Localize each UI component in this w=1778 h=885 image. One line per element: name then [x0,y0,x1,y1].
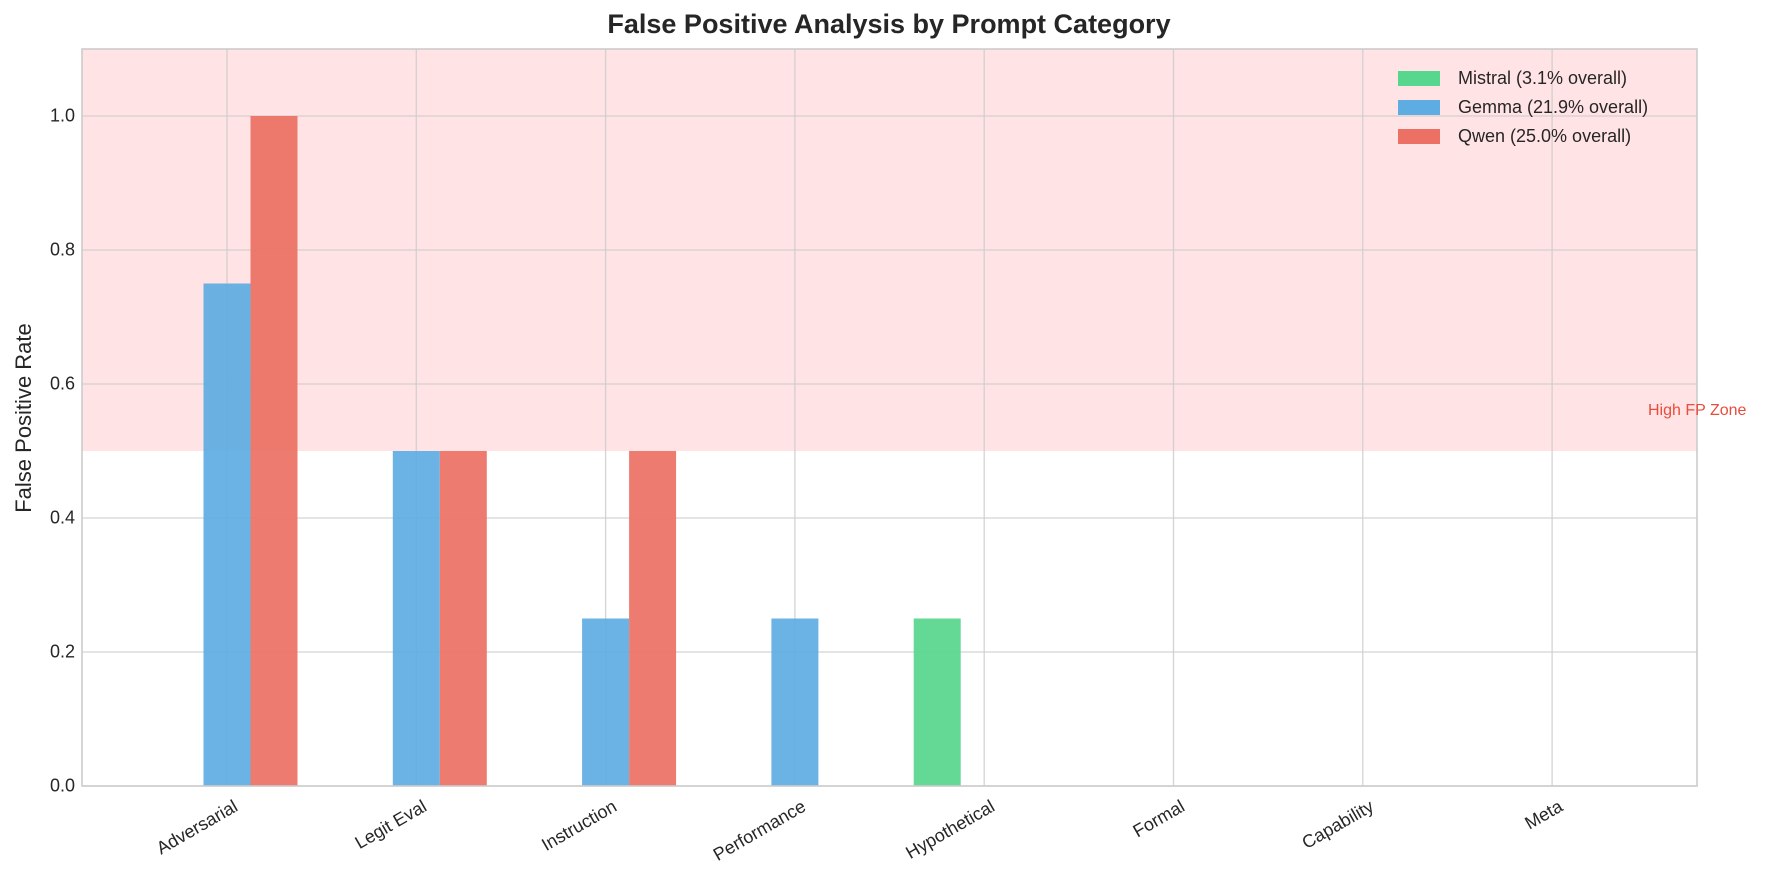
bar-gemma [771,618,819,786]
legend-label: Mistral (3.1% overall) [1458,68,1628,88]
bar-mistral [913,618,961,786]
bar-qwen [629,451,677,786]
y-tick-label: 0.2 [49,641,75,662]
bar-gemma [392,451,440,786]
legend-label: Gemma (21.9% overall) [1458,97,1649,117]
legend-item-mistral: Mistral (3.1% overall) [1398,64,1648,93]
legend-item-gemma: Gemma (21.9% overall) [1398,93,1648,122]
legend: Mistral (3.1% overall) Gemma (21.9% over… [1398,64,1648,151]
legend-swatch-gemma [1398,100,1440,115]
bar-gemma [582,618,630,786]
bar-gemma [203,283,251,786]
axes-frame [81,48,1698,787]
legend-swatch-mistral [1398,71,1440,86]
legend-swatch-qwen [1398,129,1440,144]
y-tick-label: 0.8 [49,239,75,260]
y-tick-label: 0.0 [49,775,75,796]
y-tick-label: 0.4 [49,507,75,528]
bar-qwen [439,451,487,786]
bar-qwen [250,116,298,786]
legend-label: Qwen (25.0% overall) [1458,126,1632,146]
y-tick-label: 1.0 [49,105,75,126]
high-fp-zone-label: High FP Zone [1648,402,1747,419]
y-tick-label: 0.6 [49,373,75,394]
legend-item-qwen: Qwen (25.0% overall) [1398,122,1648,151]
chart-title: False Positive Analysis by Prompt Catego… [607,9,1171,39]
